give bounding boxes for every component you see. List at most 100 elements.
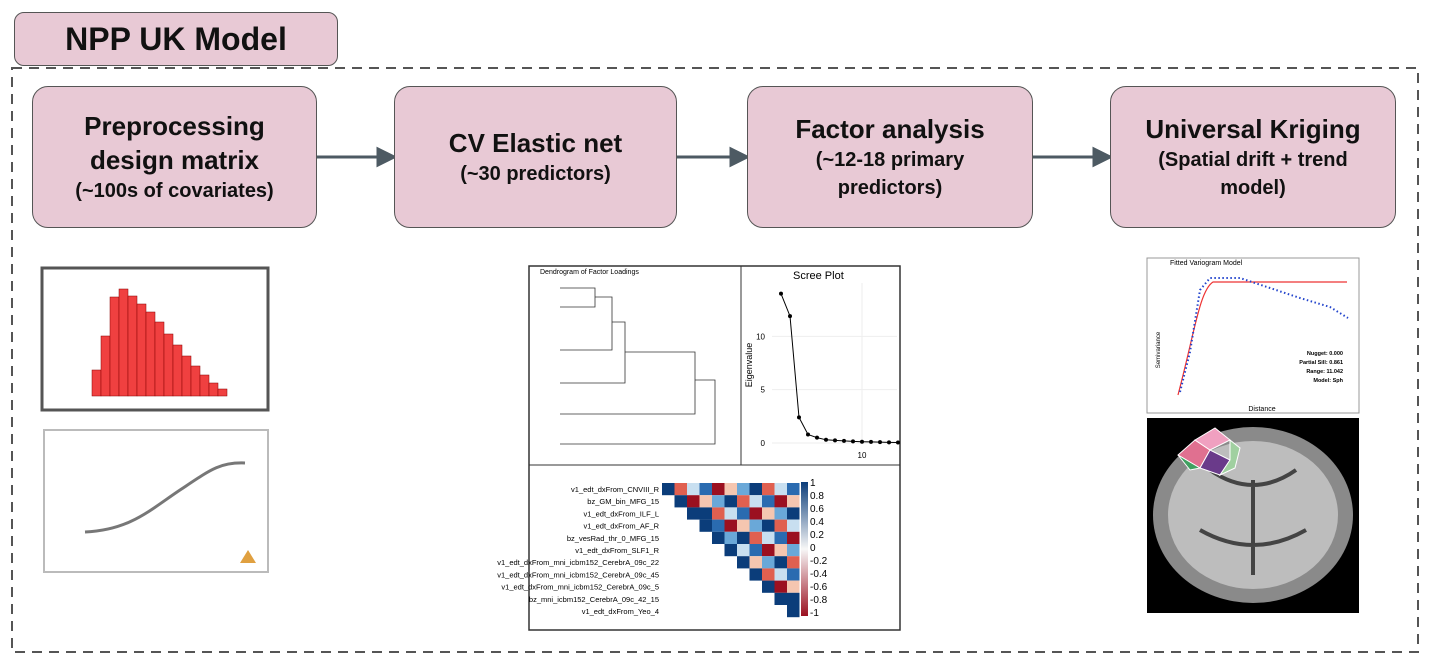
matrix-cell [787, 568, 800, 581]
step-detail: (~100s of covariates) [75, 180, 274, 202]
matrix-cell [762, 519, 775, 532]
matrix-cell [749, 507, 762, 520]
row-label: v1_edt_dxFrom_CNVIII_R [571, 485, 660, 494]
matrix-cell [762, 568, 775, 581]
matrix-cell [737, 544, 750, 557]
matrix-cell [749, 556, 762, 569]
step-title: Factor analysis [795, 114, 985, 144]
matrix-cell [749, 544, 762, 557]
scree-plot: Scree Plot Eigenvalue 0 5 10 10 [744, 270, 900, 460]
row-label: bz_GM_bin_MFG_15 [587, 497, 659, 506]
matrix-cell [774, 531, 787, 544]
scree-point [860, 439, 864, 444]
matrix-cell [774, 507, 787, 520]
matrix-cell [774, 483, 787, 496]
matrix-cell [737, 519, 750, 532]
title: NPP UK Model [65, 20, 287, 57]
matrix-cell [762, 580, 775, 593]
row-label: v1_edt_dxFrom_ILF_L [584, 509, 659, 518]
matrix-cell [687, 507, 700, 520]
scale-label: -0.6 [810, 582, 828, 593]
dendrogram-title: Dendrogram of Factor Loadings [540, 269, 639, 276]
step-box: Preprocessing design matrix (~100s of cov… [32, 86, 317, 228]
matrix-cell [787, 483, 800, 496]
matrix-cell [762, 483, 775, 496]
row-label: v1_edt_dxFrom_Yeo_4 [582, 607, 659, 616]
scree-point [896, 440, 900, 445]
matrix-cell [687, 495, 700, 508]
step-box: CV Elastic net (~30 predictors) [394, 86, 677, 228]
matrix-cell [712, 519, 725, 532]
colorbar [801, 482, 808, 616]
matrix-cell [712, 507, 725, 520]
matrix-cell [774, 580, 787, 593]
row-label: v1_edt_dxFrom_mni_icbm152_CerebrA_09c_22 [497, 558, 659, 567]
scale-label: -0.4 [810, 569, 828, 580]
matrix-cell [787, 605, 800, 618]
matrix-cell [724, 544, 737, 557]
x-tick-label: 10 [858, 451, 867, 460]
scree-point [842, 438, 846, 443]
scree-point [887, 440, 891, 445]
scree-point [833, 438, 837, 443]
row-label: v1_edt_dxFrom_AF_R [584, 522, 660, 531]
matrix-cell [787, 495, 800, 508]
matrix-cell [787, 519, 800, 532]
matrix-cell [749, 495, 762, 508]
matrix-cell [712, 495, 725, 508]
matrix-cell [774, 544, 787, 557]
qq-thumbnail [43, 429, 269, 573]
row-label: v1_edt_dxFrom_SLF1_R [575, 546, 659, 555]
scale-label: -0.8 [810, 595, 828, 606]
y-tick-label: 5 [761, 386, 766, 395]
brain-image [1147, 418, 1359, 613]
matrix-cell [787, 531, 800, 544]
frame [11, 67, 1419, 653]
scree-point [878, 440, 882, 445]
arrows [317, 146, 1114, 168]
matrix-cell [699, 519, 712, 532]
variogram-plot: Fitted Variogram Model Semivariance Dist… [1146, 257, 1360, 414]
variogram-stat: Model: Sph [1313, 378, 1343, 384]
scale-label: 1 [810, 478, 816, 489]
scree-point [779, 291, 783, 296]
matrix-cell [687, 483, 700, 496]
matrix-cell [724, 531, 737, 544]
matrix-cell [699, 507, 712, 520]
matrix-cell [724, 519, 737, 532]
matrix-cell [762, 544, 775, 557]
matrix-cell [774, 556, 787, 569]
matrix-cell [749, 519, 762, 532]
step-detail: (Spatial drift + trend model) [1158, 149, 1348, 199]
row-label: v1_edt_dxFrom_mni_icbm152_CerebrA_09c_5 [501, 583, 659, 592]
matrix-cell [787, 544, 800, 557]
scree-ylabel: Eigenvalue [744, 343, 754, 388]
scree-point [806, 432, 810, 437]
matrix-cell [662, 483, 675, 496]
matrix-cell [787, 507, 800, 520]
matrix-cell [712, 483, 725, 496]
row-label: v1_edt_dxFrom_mni_icbm152_CerebrA_09c_45 [497, 570, 659, 579]
step-title: CV Elastic net [448, 128, 623, 158]
matrix-cell [762, 507, 775, 520]
y-tick-label: 10 [756, 332, 765, 341]
scale-label: -0.2 [810, 556, 828, 567]
matrix-cell [749, 531, 762, 544]
matrix-cell [674, 483, 687, 496]
scale-label: 0.2 [810, 530, 824, 541]
variogram-ylabel: Semivariance [1156, 331, 1162, 368]
scale-label: 0 [810, 543, 816, 554]
matrix-cell [737, 495, 750, 508]
row-label: bz_mni_icbm152_CerebrA_09c_42_15 [529, 595, 659, 604]
matrix-cell [762, 531, 775, 544]
variogram-stat: Range: 11.042 [1306, 369, 1343, 375]
scree-point [824, 437, 828, 442]
matrix-cell [787, 592, 800, 605]
matrix-cell [699, 495, 712, 508]
step-detail: (~30 predictors) [460, 163, 611, 185]
matrix-cell [749, 568, 762, 581]
scree-point [869, 439, 873, 444]
matrix-cell [774, 519, 787, 532]
scree-point [851, 439, 855, 444]
